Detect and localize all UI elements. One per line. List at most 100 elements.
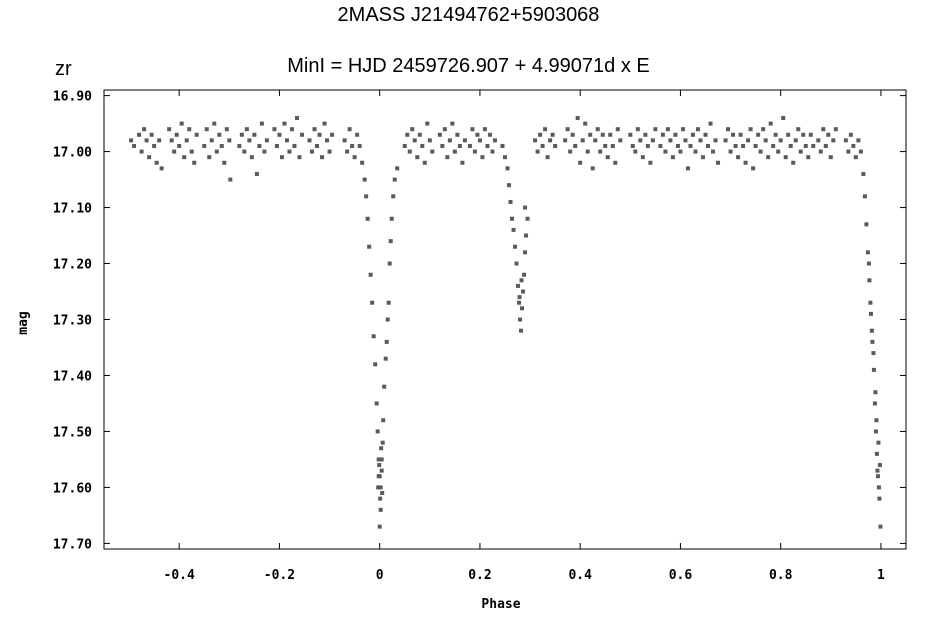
data-point [518, 317, 523, 322]
data-point [685, 166, 690, 171]
data-point [242, 149, 247, 154]
data-point [728, 149, 733, 154]
data-point [791, 160, 796, 165]
data-point [282, 121, 287, 126]
y-tick-label: 17.10 [53, 202, 92, 217]
data-point [457, 143, 462, 148]
data-point [708, 121, 713, 126]
data-point [678, 149, 683, 154]
data-point [342, 138, 347, 143]
y-tick-label: 17.70 [53, 537, 92, 552]
data-point [851, 143, 856, 148]
data-point [875, 468, 880, 473]
data-point [442, 127, 447, 132]
data-point [254, 171, 259, 176]
data-point [565, 127, 570, 132]
data-point [818, 149, 823, 154]
data-point [630, 143, 635, 148]
data-point [811, 143, 816, 148]
x-tick-label: 0.6 [669, 568, 693, 583]
data-point [713, 138, 718, 143]
data-point [264, 138, 269, 143]
data-point [650, 138, 655, 143]
data-point [711, 149, 716, 154]
data-point [843, 138, 848, 143]
data-point [550, 132, 555, 137]
data-point [608, 132, 613, 137]
data-point [382, 384, 387, 389]
data-point [387, 261, 392, 266]
data-point [505, 166, 510, 171]
data-point [322, 121, 327, 126]
data-point [347, 127, 352, 132]
data-point [746, 138, 751, 143]
data-point [540, 143, 545, 148]
data-point [386, 300, 391, 305]
y-tick-label: 17.60 [53, 481, 92, 496]
data-point [635, 127, 640, 132]
data-point [771, 143, 776, 148]
data-point [289, 127, 294, 132]
data-point [376, 474, 381, 479]
data-point [380, 491, 385, 496]
data-point [378, 496, 383, 501]
data-point [872, 401, 877, 406]
data-point [330, 132, 335, 137]
data-point [385, 317, 390, 322]
data-point [523, 205, 528, 210]
data-point [706, 143, 711, 148]
data-point [367, 244, 372, 249]
x-tick-label: -0.2 [264, 568, 295, 583]
data-point [172, 149, 177, 154]
data-point [377, 524, 382, 529]
data-point [192, 160, 197, 165]
data-point [503, 155, 507, 160]
data-point [430, 149, 435, 154]
y-tick-label: 17.00 [53, 146, 92, 161]
data-point [142, 127, 147, 132]
data-point [470, 127, 475, 132]
data-point [553, 143, 558, 148]
data-point [297, 155, 302, 160]
data-point [874, 451, 879, 456]
data-point [437, 132, 442, 137]
data-point [873, 429, 878, 434]
data-point [262, 149, 267, 154]
data-point [521, 289, 526, 294]
data-point [272, 127, 277, 132]
data-point [688, 143, 693, 148]
data-point [658, 143, 663, 148]
data-point [455, 132, 460, 137]
data-point [395, 166, 400, 171]
x-tick-label: 0.4 [568, 568, 592, 583]
data-point [856, 138, 861, 143]
data-point [228, 177, 233, 182]
data-point [523, 250, 528, 255]
data-point [410, 127, 415, 132]
data-point [673, 132, 678, 137]
data-point [511, 227, 516, 232]
data-point [600, 132, 605, 137]
data-point [848, 132, 853, 137]
data-point [738, 132, 743, 137]
data-point [875, 474, 880, 479]
data-point [580, 138, 585, 143]
data-point [668, 138, 673, 143]
data-point [585, 149, 590, 154]
data-point [700, 155, 705, 160]
data-point [695, 127, 700, 132]
data-point [665, 127, 670, 132]
data-point [222, 160, 227, 165]
data-point [741, 143, 746, 148]
data-point [252, 132, 257, 137]
data-point [869, 328, 874, 333]
data-point [147, 155, 152, 160]
data-point [731, 132, 736, 137]
data-point [169, 138, 174, 143]
data-point [492, 138, 497, 143]
data-point [766, 155, 771, 160]
data-point [257, 143, 262, 148]
data-point [788, 143, 793, 148]
data-point [640, 155, 645, 160]
data-point [376, 485, 381, 490]
